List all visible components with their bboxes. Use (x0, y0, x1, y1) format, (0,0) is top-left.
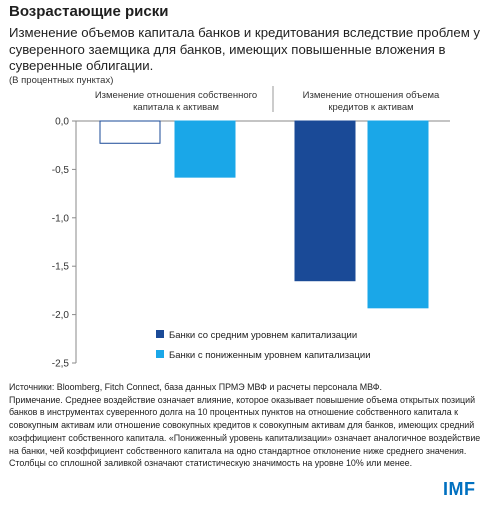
y-tick-label: -2,0 (52, 310, 70, 321)
y-tick-label: 0,0 (55, 117, 69, 128)
y-tick-label: -0,5 (52, 165, 70, 176)
category-label: Изменение отношения собственного (95, 90, 257, 101)
bar (368, 121, 428, 308)
chart-title: Возрастающие риски (9, 3, 168, 20)
legend-swatch (156, 350, 164, 358)
y-tick-label: -1,5 (52, 262, 70, 273)
legend-label: Банки с пониженным уровнем капитализации (169, 350, 371, 361)
legend-label: Банки со средним уровнем капитализации (169, 330, 357, 341)
sources-text: Источники: Bloomberg, Fitch Connect, баз… (9, 381, 489, 394)
bar-chart: 0,0 -0,5 -1,0 -1,5 -2,0 -2,5 Изменение отношен… (0, 86, 503, 376)
chart-notes: Источники: Bloomberg, Fitch Connect, баз… (9, 381, 489, 470)
chart-subtitle: Изменение объемов капитала банков и кред… (9, 25, 495, 75)
y-tick-label: -2,5 (52, 359, 70, 370)
bar (295, 121, 355, 281)
category-label: кредитов к активам (328, 102, 413, 113)
category-label: Изменение отношения объема (303, 90, 440, 101)
units-label: (В процентных пунктах) (9, 75, 113, 86)
imf-logo: IMF (443, 479, 476, 500)
legend-swatch (156, 330, 164, 338)
note-text: Примечание. Среднее воздействие означает… (9, 394, 489, 470)
bar (175, 121, 235, 177)
y-tick-label: -1,0 (52, 213, 70, 224)
category-label: капитала к активам (133, 102, 219, 113)
bar (100, 121, 160, 143)
